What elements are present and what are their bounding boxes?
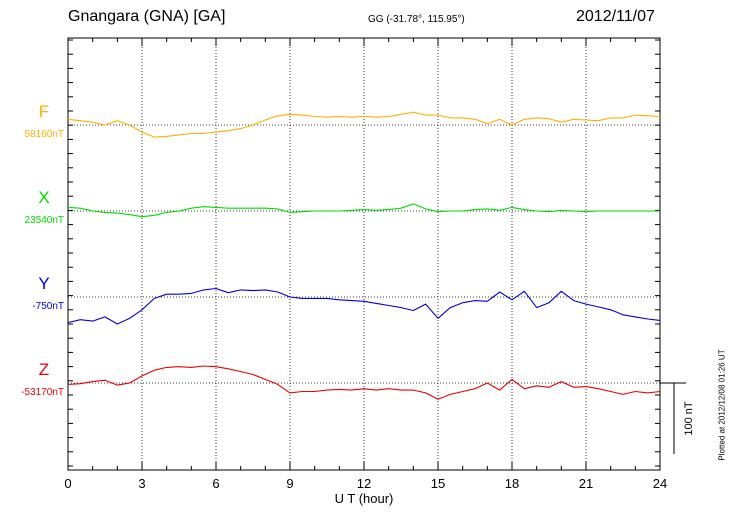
series-name-y: Y [38,274,49,293]
x-tick-label: 9 [286,476,293,491]
series-name-z: Z [39,360,49,379]
series-baseline-z: -53170nT [21,387,64,398]
x-tick-label: 12 [357,476,371,491]
series-baseline-x: 23540nT [25,215,64,226]
x-tick-label: 3 [138,476,145,491]
x-axis-label: U T (hour) [335,491,394,506]
x-tick-label: 21 [579,476,593,491]
series-baseline-y: -750nT [32,301,64,312]
chart-date: 2012/11/07 [576,8,655,25]
x-tick-label: 0 [64,476,71,491]
series-line-z [67,365,661,400]
series-baseline-f: 58160nT [25,129,64,140]
series-line-x [67,203,660,218]
x-tick-label: 18 [505,476,519,491]
scale-bar-label: 100 nT [683,401,695,436]
x-tick-label: 24 [653,476,667,491]
series-name-f: F [39,102,49,121]
x-tick-label: 6 [212,476,219,491]
series-line-f [67,111,661,138]
chart-title: Gnangara (GNA) [GA] [68,8,226,25]
series-line-y [67,287,661,325]
x-tick-label: 15 [431,476,445,491]
station-coordinates: GG (-31.78°, 115.95°) [368,14,465,25]
series-name-x: X [38,188,49,207]
